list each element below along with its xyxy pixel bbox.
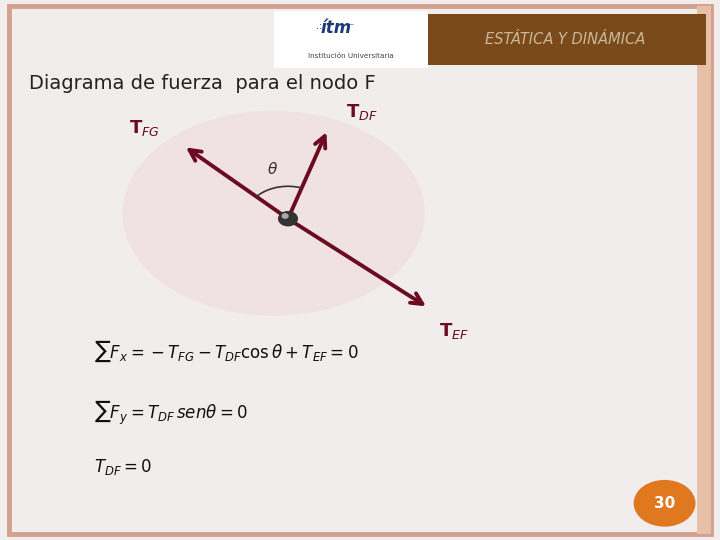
Ellipse shape xyxy=(122,111,425,316)
Text: $\sum F_y = T_{DF}\,sen\theta = 0$: $\sum F_y = T_{DF}\,sen\theta = 0$ xyxy=(94,399,247,427)
Text: Diagrama de fuerza  para el nodo F: Diagrama de fuerza para el nodo F xyxy=(29,74,376,93)
Text: $\mathbf{T}_{DF}$: $\mathbf{T}_{DF}$ xyxy=(346,102,377,122)
Text: Institución Universitaria: Institución Universitaria xyxy=(307,53,394,59)
Circle shape xyxy=(279,212,297,226)
Bar xyxy=(697,6,711,534)
Text: —: — xyxy=(347,21,354,28)
Text: .::: .:: xyxy=(315,21,325,31)
Text: $\mathbf{T}_{EF}$: $\mathbf{T}_{EF}$ xyxy=(439,321,469,341)
Bar xyxy=(274,11,428,68)
Text: 30: 30 xyxy=(654,496,675,511)
Bar xyxy=(428,14,706,65)
Text: ESTÁTICA Y DINÁMICA: ESTÁTICA Y DINÁMICA xyxy=(485,32,645,47)
FancyBboxPatch shape xyxy=(9,6,711,534)
Circle shape xyxy=(282,214,288,218)
Text: $\sum F_x = -T_{FG} - T_{DF}\cos\theta + T_{EF} = 0$: $\sum F_x = -T_{FG} - T_{DF}\cos\theta +… xyxy=(94,339,358,363)
Text: ítm: ítm xyxy=(320,19,352,37)
Text: $T_{DF} = 0$: $T_{DF} = 0$ xyxy=(94,457,152,477)
Text: $\mathbf{T}_{FG}$: $\mathbf{T}_{FG}$ xyxy=(129,118,159,138)
Text: $\theta$: $\theta$ xyxy=(267,161,279,177)
Circle shape xyxy=(634,481,695,526)
